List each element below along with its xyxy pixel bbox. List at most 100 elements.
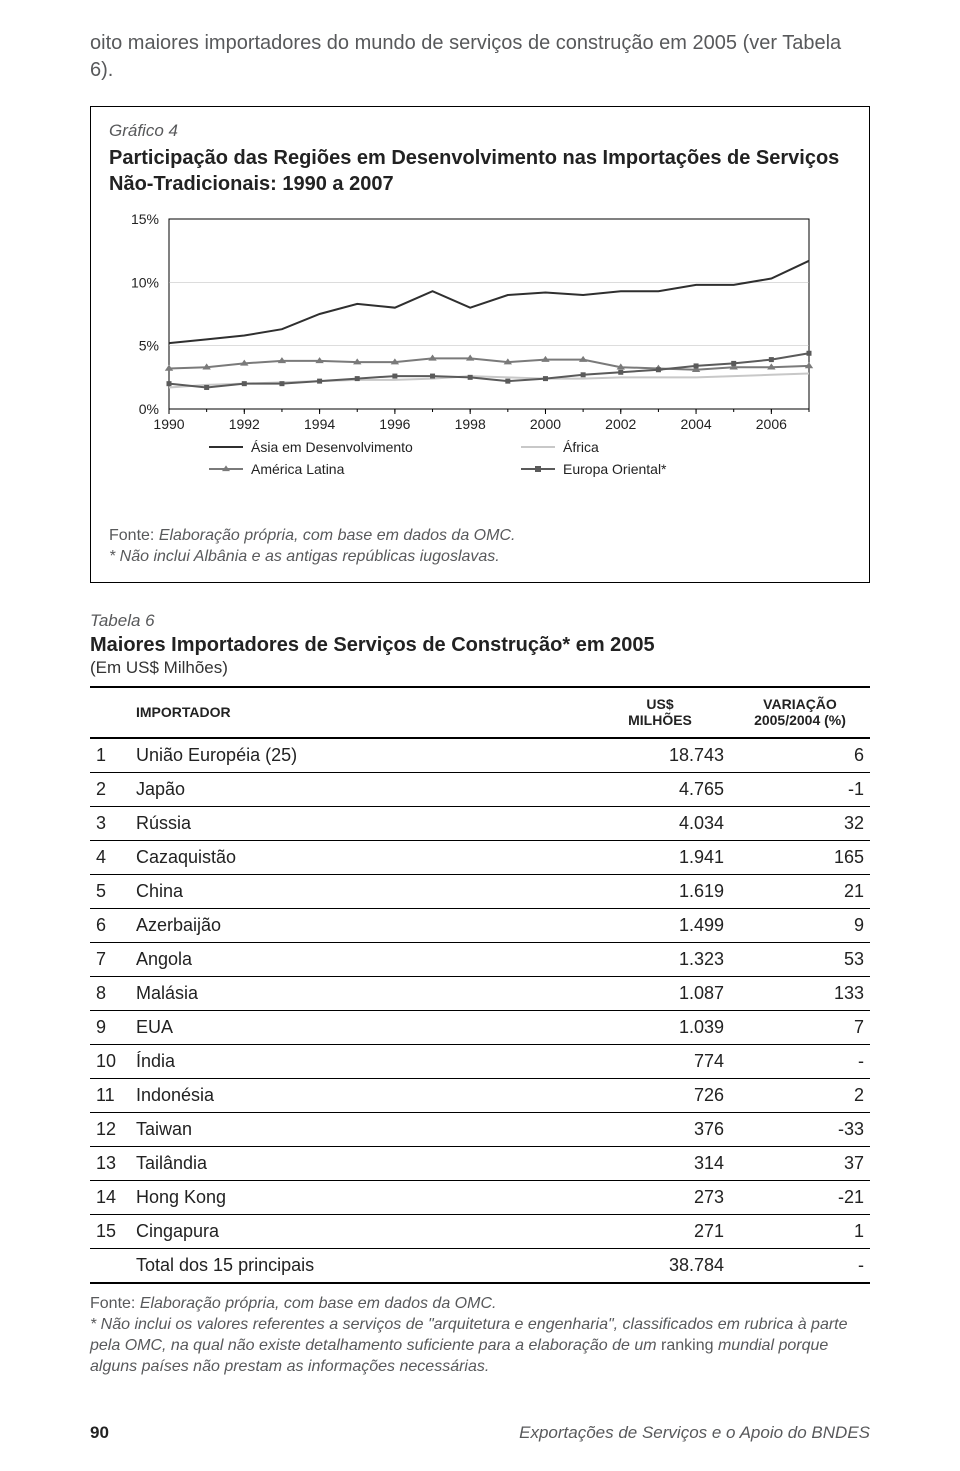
table-row: 3Rússia4.03432: [90, 807, 870, 841]
svg-text:1990: 1990: [153, 416, 184, 432]
cell-var: 6: [730, 738, 870, 773]
table-source-text: Elaboração própria, com base em dados da…: [140, 1295, 497, 1312]
svg-text:10%: 10%: [131, 274, 159, 290]
svg-text:1996: 1996: [379, 416, 410, 432]
cell-rank: 9: [90, 1011, 130, 1045]
cell-rank: 3: [90, 807, 130, 841]
table-title: Maiores Importadores de Serviços de Cons…: [90, 633, 870, 658]
cell-var: -: [730, 1045, 870, 1079]
cell-rank: 1: [90, 738, 130, 773]
cell-rank: 7: [90, 943, 130, 977]
footer-title: Exportações de Serviços e o Apoio do BND…: [519, 1423, 870, 1443]
figure-source: Fonte: Elaboração própria, com base em d…: [109, 526, 851, 568]
table-row: 11Indonésia7262: [90, 1079, 870, 1113]
cell-var: -33: [730, 1113, 870, 1147]
cell-var: 1: [730, 1215, 870, 1249]
cell-name: Total dos 15 principais: [130, 1249, 590, 1284]
cell-name: Cazaquistão: [130, 841, 590, 875]
cell-var: 32: [730, 807, 870, 841]
cell-rank: 14: [90, 1181, 130, 1215]
svg-text:1992: 1992: [229, 416, 260, 432]
cell-usd: 1.499: [590, 909, 730, 943]
cell-rank: 6: [90, 909, 130, 943]
table-row: 5China1.61921: [90, 875, 870, 909]
cell-rank: [90, 1249, 130, 1284]
cell-var: -1: [730, 773, 870, 807]
cell-name: Tailândia: [130, 1147, 590, 1181]
cell-name: China: [130, 875, 590, 909]
figure-source-prefix: Fonte:: [109, 527, 154, 544]
svg-text:1994: 1994: [304, 416, 335, 432]
cell-name: Cingapura: [130, 1215, 590, 1249]
page-footer: 90 Exportações de Serviços e o Apoio do …: [90, 1423, 870, 1443]
svg-text:1998: 1998: [455, 416, 486, 432]
col-usd: US$MILHÕES: [590, 687, 730, 739]
svg-text:0%: 0%: [139, 401, 159, 417]
col-importer: IMPORTADOR: [130, 687, 590, 739]
cell-var: -21: [730, 1181, 870, 1215]
table-row: 9EUA1.0397: [90, 1011, 870, 1045]
cell-usd: 4.765: [590, 773, 730, 807]
table-row: 8Malásia1.087133: [90, 977, 870, 1011]
svg-text:2000: 2000: [530, 416, 561, 432]
cell-var: 7: [730, 1011, 870, 1045]
cell-name: Índia: [130, 1045, 590, 1079]
cell-name: União Européia (25): [130, 738, 590, 773]
page-number: 90: [90, 1423, 109, 1443]
figure-label: Gráfico 4: [109, 121, 851, 141]
figure-note: * Não inclui Albânia e as antigas repúbl…: [109, 548, 500, 565]
table-header-row: IMPORTADOR US$MILHÕES VARIAÇÃO2005/2004 …: [90, 687, 870, 739]
cell-usd: 271: [590, 1215, 730, 1249]
table-row: 6Azerbaijão1.4999: [90, 909, 870, 943]
svg-text:2006: 2006: [756, 416, 787, 432]
table-row: 12Taiwan376-33: [90, 1113, 870, 1147]
cell-usd: 1.323: [590, 943, 730, 977]
cell-usd: 38.784: [590, 1249, 730, 1284]
table-row: 15Cingapura2711: [90, 1215, 870, 1249]
cell-usd: 774: [590, 1045, 730, 1079]
cell-name: Indonésia: [130, 1079, 590, 1113]
cell-var: 9: [730, 909, 870, 943]
cell-usd: 1.619: [590, 875, 730, 909]
table-subtitle: (Em US$ Milhões): [90, 658, 870, 678]
cell-var: 21: [730, 875, 870, 909]
svg-text:África: África: [563, 439, 599, 455]
figure-title: Participação das Regiões em Desenvolvime…: [109, 145, 851, 197]
table-row: 4Cazaquistão1.941165: [90, 841, 870, 875]
cell-var: 53: [730, 943, 870, 977]
table-row: 1União Européia (25)18.7436: [90, 738, 870, 773]
cell-usd: 1.087: [590, 977, 730, 1011]
figure-source-text: Elaboração própria, com base em dados da…: [159, 527, 516, 544]
table-row: 2Japão4.765-1: [90, 773, 870, 807]
svg-text:Ásia em Desenvolvimento: Ásia em Desenvolvimento: [251, 439, 413, 455]
table-label: Tabela 6: [90, 611, 870, 631]
table-row: 14Hong Kong273-21: [90, 1181, 870, 1215]
cell-rank: 11: [90, 1079, 130, 1113]
svg-text:15%: 15%: [131, 211, 159, 227]
cell-name: Taiwan: [130, 1113, 590, 1147]
cell-name: EUA: [130, 1011, 590, 1045]
cell-rank: 5: [90, 875, 130, 909]
cell-var: 165: [730, 841, 870, 875]
cell-usd: 18.743: [590, 738, 730, 773]
svg-text:2004: 2004: [680, 416, 711, 432]
cell-rank: 8: [90, 977, 130, 1011]
cell-rank: 2: [90, 773, 130, 807]
table-row: 7Angola1.32353: [90, 943, 870, 977]
cell-usd: 4.034: [590, 807, 730, 841]
cell-usd: 1.039: [590, 1011, 730, 1045]
table-row: 10Índia774-: [90, 1045, 870, 1079]
cell-usd: 1.941: [590, 841, 730, 875]
page: oito maiores importadores do mundo de se…: [0, 0, 960, 1471]
cell-usd: 314: [590, 1147, 730, 1181]
cell-name: Japão: [130, 773, 590, 807]
cell-var: -: [730, 1249, 870, 1284]
svg-text:Europa Oriental*: Europa Oriental*: [563, 461, 667, 477]
cell-rank: 15: [90, 1215, 130, 1249]
cell-rank: 12: [90, 1113, 130, 1147]
cell-var: 2: [730, 1079, 870, 1113]
chart: 0%5%10%15%199019921994199619982000200220…: [109, 209, 851, 514]
col-rank: [90, 687, 130, 739]
table-note-ranking: ranking: [661, 1337, 713, 1354]
table-source: Fonte: Elaboração própria, com base em d…: [90, 1294, 870, 1377]
